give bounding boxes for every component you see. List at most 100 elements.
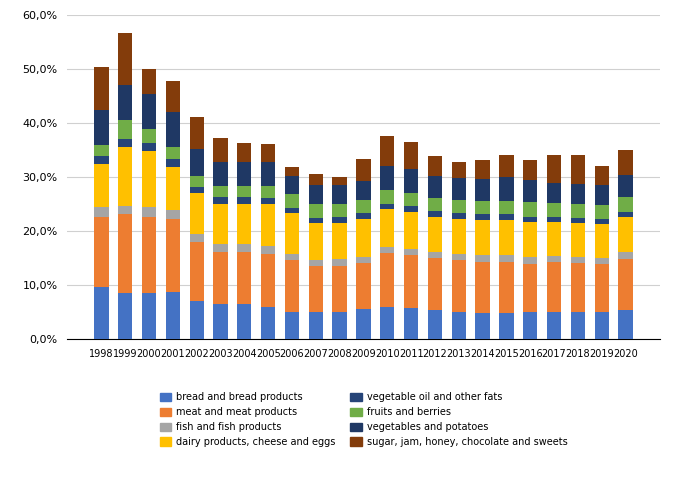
Bar (547, 312, 561, 339)
Bar (309, 260, 323, 266)
Bar (118, 85, 133, 120)
Bar (213, 244, 227, 252)
Bar (285, 208, 299, 213)
Bar (594, 205, 609, 219)
Bar (237, 204, 252, 244)
Bar (213, 197, 227, 204)
Bar (475, 214, 490, 220)
Bar (261, 144, 275, 162)
Bar (523, 217, 537, 222)
Bar (356, 263, 371, 309)
Bar (428, 198, 442, 211)
Bar (452, 162, 466, 178)
Bar (523, 160, 537, 180)
Bar (94, 208, 108, 217)
Bar (618, 175, 633, 197)
Bar (428, 176, 442, 198)
Bar (190, 187, 204, 194)
Bar (166, 159, 180, 167)
Bar (237, 303, 252, 339)
Bar (309, 175, 323, 185)
Bar (547, 155, 561, 182)
Bar (380, 166, 394, 190)
Legend: bread and bread products, meat and meat products, fish and fish products, dairy : bread and bread products, meat and meat … (160, 393, 567, 447)
Bar (356, 181, 371, 200)
Bar (94, 145, 108, 156)
Bar (547, 222, 561, 256)
Bar (213, 252, 227, 303)
Bar (118, 33, 133, 85)
Bar (428, 156, 442, 176)
Bar (94, 156, 108, 164)
Bar (190, 194, 204, 234)
Bar (94, 164, 108, 208)
Bar (142, 217, 156, 293)
Bar (261, 162, 275, 186)
Bar (475, 261, 490, 313)
Bar (356, 309, 371, 339)
Bar (190, 176, 204, 187)
Bar (404, 308, 418, 339)
Bar (499, 255, 513, 261)
Bar (332, 177, 347, 185)
Bar (142, 143, 156, 151)
Bar (547, 203, 561, 217)
Bar (571, 257, 585, 263)
Bar (190, 149, 204, 176)
Bar (213, 303, 227, 339)
Bar (166, 112, 180, 148)
Bar (118, 206, 133, 214)
Bar (428, 310, 442, 339)
Bar (142, 208, 156, 217)
Bar (452, 213, 466, 219)
Bar (452, 254, 466, 260)
Bar (213, 138, 227, 162)
Bar (118, 120, 133, 139)
Bar (594, 219, 609, 224)
Bar (309, 223, 323, 260)
Bar (190, 301, 204, 339)
Bar (332, 259, 347, 266)
Bar (142, 151, 156, 208)
Bar (166, 81, 180, 112)
Bar (356, 257, 371, 263)
Bar (332, 223, 347, 259)
Bar (94, 217, 108, 287)
Bar (547, 217, 561, 222)
Bar (428, 211, 442, 217)
Bar (285, 195, 299, 208)
Bar (618, 212, 633, 217)
Bar (94, 287, 108, 339)
Bar (380, 247, 394, 254)
Bar (166, 167, 180, 210)
Bar (404, 249, 418, 255)
Bar (499, 313, 513, 339)
Bar (118, 214, 133, 293)
Bar (404, 141, 418, 168)
Bar (166, 292, 180, 339)
Bar (452, 219, 466, 254)
Bar (547, 182, 561, 203)
Bar (618, 310, 633, 339)
Bar (380, 254, 394, 307)
Bar (213, 162, 227, 186)
Bar (332, 204, 347, 217)
Bar (94, 110, 108, 145)
Bar (571, 223, 585, 257)
Bar (237, 143, 252, 162)
Bar (452, 260, 466, 312)
Bar (571, 204, 585, 218)
Bar (356, 213, 371, 219)
Bar (309, 312, 323, 339)
Bar (237, 197, 252, 204)
Bar (285, 260, 299, 312)
Bar (190, 242, 204, 301)
Bar (285, 176, 299, 195)
Bar (237, 162, 252, 186)
Bar (94, 67, 108, 110)
Bar (618, 252, 633, 259)
Bar (142, 129, 156, 143)
Bar (404, 193, 418, 206)
Bar (594, 224, 609, 257)
Bar (428, 217, 442, 252)
